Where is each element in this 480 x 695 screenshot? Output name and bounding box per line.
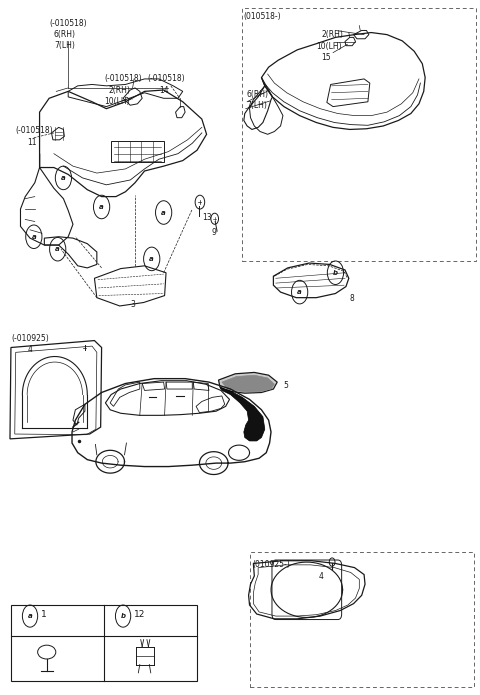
Text: 1: 1: [40, 610, 46, 619]
Text: (-010518): (-010518): [147, 74, 185, 83]
Text: 12: 12: [133, 610, 145, 619]
Text: 3: 3: [130, 300, 135, 309]
Text: 6(RH): 6(RH): [54, 31, 76, 40]
Polygon shape: [218, 373, 277, 393]
Text: (-010518): (-010518): [16, 126, 53, 135]
Text: a: a: [61, 175, 66, 181]
Text: 7(LH): 7(LH): [246, 101, 267, 110]
Bar: [11, 605, 197, 681]
Text: a: a: [297, 289, 302, 295]
Text: b: b: [333, 270, 338, 276]
Text: a: a: [32, 234, 36, 240]
Text: b: b: [120, 613, 126, 619]
Text: 2(RH): 2(RH): [109, 86, 131, 95]
Text: a: a: [55, 246, 60, 252]
Text: 13: 13: [202, 213, 212, 222]
Text: 4: 4: [319, 573, 324, 582]
Text: (-010518): (-010518): [49, 19, 87, 28]
Text: 4: 4: [28, 345, 33, 354]
Text: a: a: [99, 204, 104, 210]
Text: a: a: [149, 256, 154, 262]
Polygon shape: [220, 388, 265, 441]
Text: 10(LH): 10(LH): [316, 42, 342, 51]
Text: a: a: [161, 209, 166, 215]
Text: (010518-): (010518-): [244, 12, 281, 21]
Text: 15: 15: [321, 53, 331, 62]
Text: (-010925): (-010925): [11, 334, 48, 343]
Bar: [242, 8, 476, 261]
Text: 14: 14: [159, 86, 168, 95]
Text: (-010518): (-010518): [104, 74, 142, 83]
Text: 9: 9: [211, 229, 216, 238]
Text: 10(LH): 10(LH): [104, 97, 130, 106]
Text: (010925-): (010925-): [252, 560, 290, 569]
Text: 7(LH): 7(LH): [54, 41, 75, 50]
Text: a: a: [28, 613, 32, 619]
Text: 2(RH): 2(RH): [321, 31, 343, 40]
Text: 11: 11: [28, 138, 37, 147]
Text: 6(RH): 6(RH): [246, 90, 268, 99]
Polygon shape: [222, 375, 275, 392]
Bar: [250, 552, 474, 687]
Text: 5: 5: [283, 381, 288, 390]
Text: 8: 8: [350, 293, 355, 302]
